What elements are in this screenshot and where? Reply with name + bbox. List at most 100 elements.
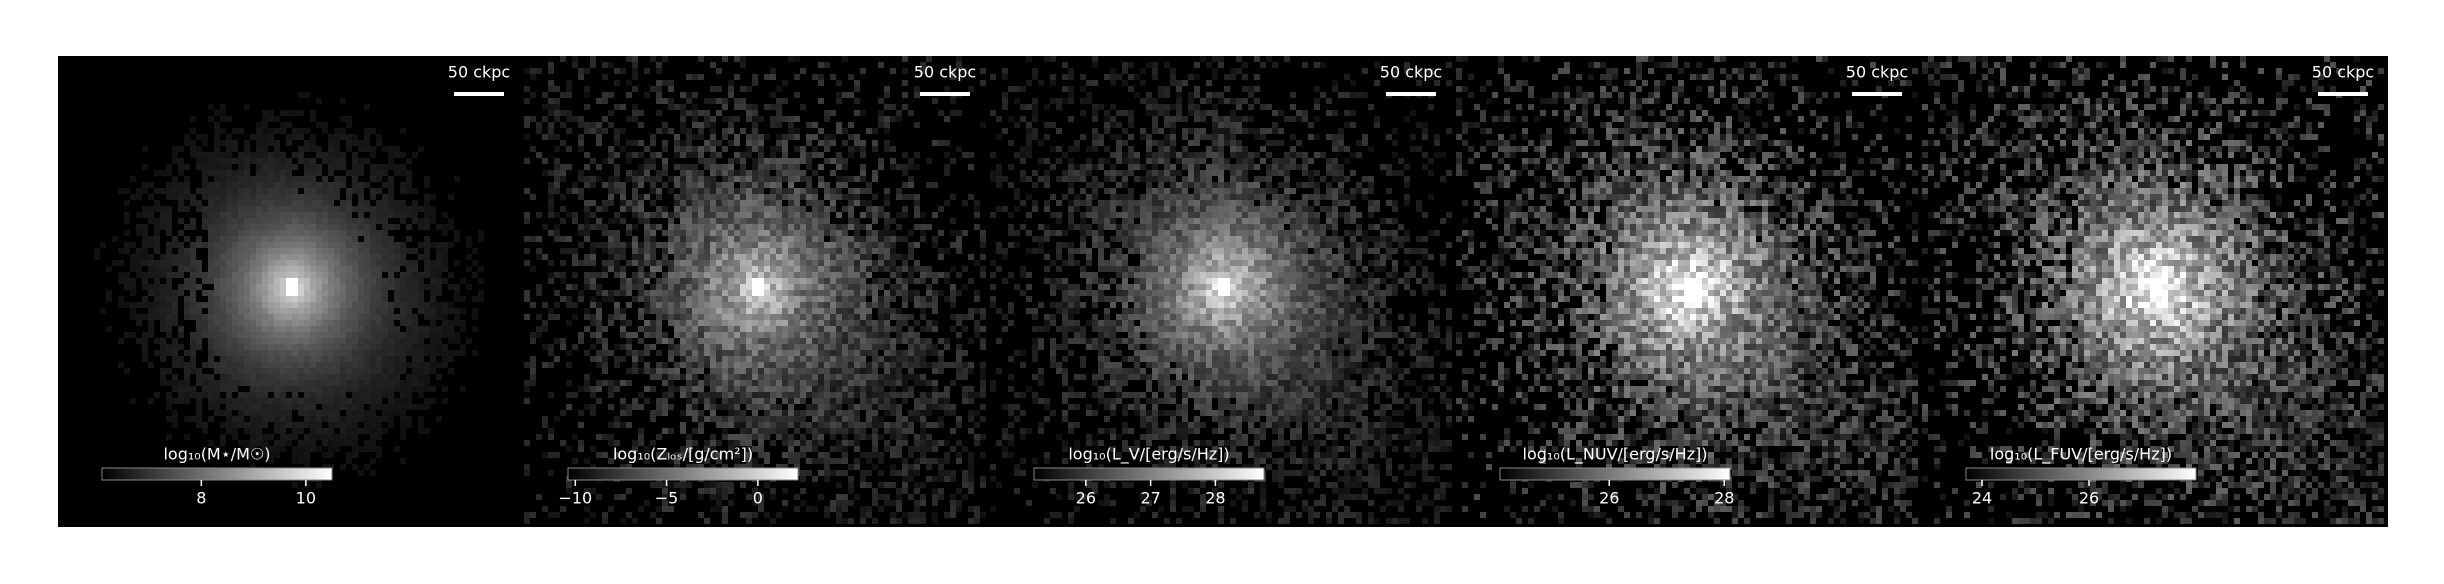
image-pixel xyxy=(536,236,542,242)
image-pixel xyxy=(370,368,376,374)
image-pixel xyxy=(346,356,352,362)
image-pixel xyxy=(292,212,298,218)
image-pixel xyxy=(430,308,436,314)
image-pixel xyxy=(142,314,148,320)
image-pixel xyxy=(124,218,130,224)
image-pixel xyxy=(334,284,340,290)
image-pixel xyxy=(878,278,884,284)
image-pixel xyxy=(220,440,226,446)
image-pixel xyxy=(650,308,656,314)
image-pixel xyxy=(148,260,154,266)
image-pixel xyxy=(388,278,394,284)
image-pixel xyxy=(524,464,530,470)
image-pixel xyxy=(376,248,382,254)
image-pixel xyxy=(620,266,626,272)
image-pixel xyxy=(322,362,328,368)
image-pixel xyxy=(716,338,722,344)
image-pixel xyxy=(710,374,716,380)
image-pixel xyxy=(776,194,782,200)
image-pixel xyxy=(560,260,566,266)
image-pixel xyxy=(668,224,674,230)
image-pixel xyxy=(836,176,842,182)
image-pixel xyxy=(388,164,394,170)
image-pixel xyxy=(626,344,632,350)
image-pixel xyxy=(662,500,668,506)
image-pixel xyxy=(878,320,884,326)
image-pixel xyxy=(142,356,148,362)
image-pixel xyxy=(764,380,770,386)
image-pixel xyxy=(848,194,854,200)
image-pixel xyxy=(542,362,548,368)
image-pixel xyxy=(752,140,758,146)
image-pixel xyxy=(644,290,650,296)
image-pixel xyxy=(680,146,686,152)
image-pixel xyxy=(226,152,232,158)
image-pixel xyxy=(686,206,692,212)
image-pixel xyxy=(328,374,334,380)
image-pixel xyxy=(734,296,740,302)
image-pixel xyxy=(842,158,848,164)
image-pixel xyxy=(752,272,758,278)
image-pixel xyxy=(280,410,286,416)
image-pixel xyxy=(274,452,280,458)
image-pixel xyxy=(244,302,250,308)
image-pixel xyxy=(644,158,650,164)
image-pixel xyxy=(866,314,872,320)
image-pixel xyxy=(680,314,686,320)
image-pixel xyxy=(352,260,358,266)
image-pixel xyxy=(722,236,728,242)
image-pixel xyxy=(848,146,854,152)
image-pixel xyxy=(238,302,244,308)
image-pixel xyxy=(226,302,232,308)
image-pixel xyxy=(274,320,280,326)
image-pixel xyxy=(406,302,412,308)
image-pixel xyxy=(848,134,854,140)
image-pixel xyxy=(548,68,554,74)
image-pixel xyxy=(406,290,412,296)
image-pixel xyxy=(758,356,764,362)
image-pixel xyxy=(190,308,196,314)
image-pixel xyxy=(806,260,812,266)
image-pixel xyxy=(842,266,848,272)
image-pixel xyxy=(812,278,818,284)
image-pixel xyxy=(860,224,866,230)
image-pixel xyxy=(800,314,806,320)
image-pixel xyxy=(686,128,692,134)
image-pixel xyxy=(752,356,758,362)
image-pixel xyxy=(752,146,758,152)
image-pixel xyxy=(554,338,560,344)
image-pixel xyxy=(752,512,758,518)
image-pixel xyxy=(590,284,596,290)
image-pixel xyxy=(674,104,680,110)
image-pixel xyxy=(722,128,728,134)
image-pixel xyxy=(460,386,466,392)
image-pixel xyxy=(286,260,292,266)
image-pixel xyxy=(698,422,704,428)
image-pixel xyxy=(842,230,848,236)
image-pixel xyxy=(710,128,716,134)
image-pixel xyxy=(854,260,860,266)
image-pixel xyxy=(854,308,860,314)
image-pixel xyxy=(698,356,704,362)
image-pixel xyxy=(782,164,788,170)
image-pixel xyxy=(848,278,854,284)
image-pixel xyxy=(400,344,406,350)
image-pixel xyxy=(818,362,824,368)
image-pixel xyxy=(734,302,740,308)
image-pixel xyxy=(184,224,190,230)
image-pixel xyxy=(854,338,860,344)
image-pixel xyxy=(190,116,196,122)
image-pixel xyxy=(184,176,190,182)
image-pixel xyxy=(680,170,686,176)
image-pixel xyxy=(370,338,376,344)
image-pixel xyxy=(686,170,692,176)
image-pixel xyxy=(638,392,644,398)
image-pixel xyxy=(632,260,638,266)
image-pixel xyxy=(686,338,692,344)
image-pixel xyxy=(668,320,674,326)
image-pixel xyxy=(710,260,716,266)
image-pixel xyxy=(154,278,160,284)
image-pixel xyxy=(542,326,548,332)
image-pixel xyxy=(106,296,112,302)
image-pixel xyxy=(148,308,154,314)
